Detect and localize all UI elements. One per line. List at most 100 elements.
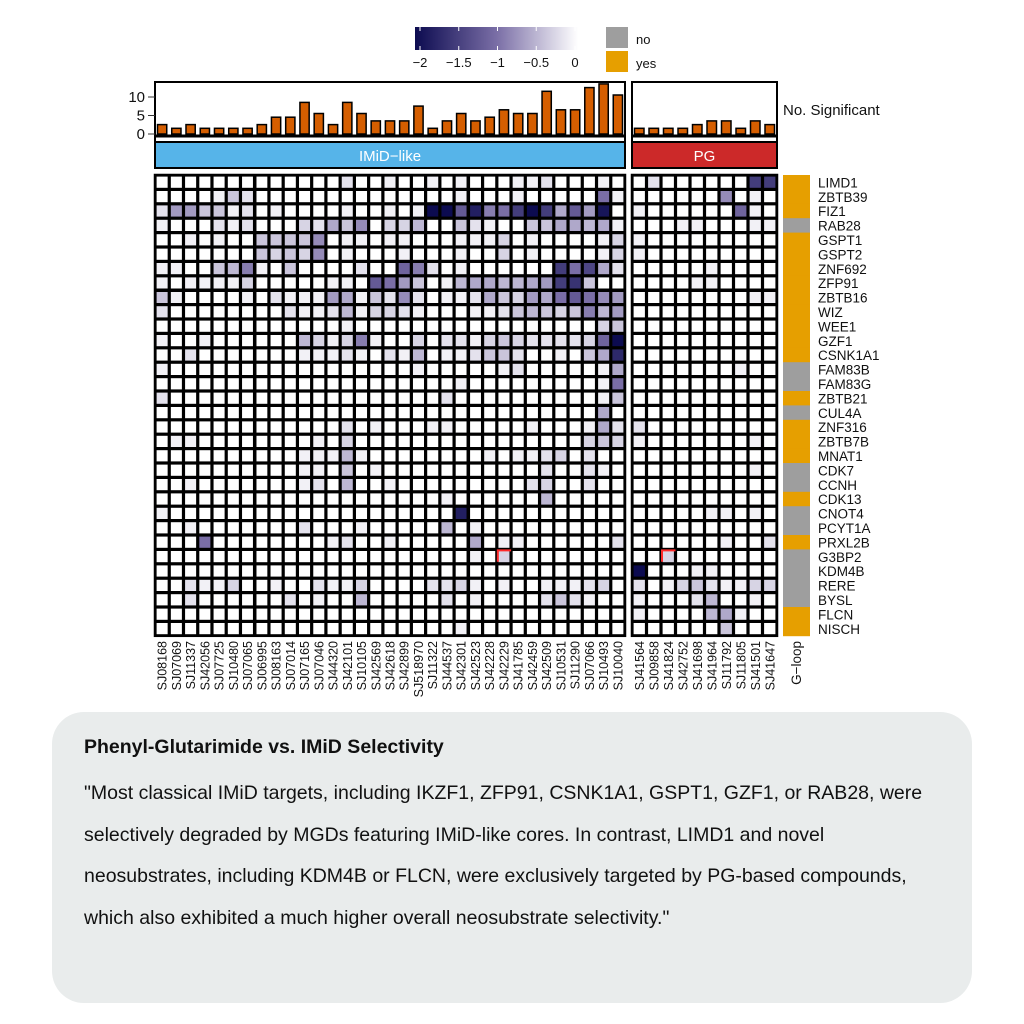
column-label-SJ09858: SJ09858 — [647, 641, 661, 690]
heatmap-cell — [496, 318, 512, 334]
heatmap-cell — [732, 534, 749, 550]
heatmap-cell — [581, 203, 598, 219]
bar-SJ09858 — [648, 127, 660, 135]
heatmap-cell — [425, 217, 441, 234]
heatmap-cell — [538, 188, 555, 205]
heatmap-cell — [311, 448, 327, 464]
heatmap-cell — [339, 448, 355, 464]
heatmap-cell — [168, 505, 185, 522]
heatmap-cell — [353, 433, 370, 450]
heatmap-cell — [154, 304, 170, 320]
heatmap-cell — [631, 260, 648, 277]
heatmap-cell — [718, 620, 735, 637]
heatmap-cell — [674, 275, 691, 291]
heatmap-cell — [325, 505, 341, 522]
heatmap-cell — [689, 174, 706, 190]
column-label-SJ11792: SJ11792 — [720, 641, 734, 689]
heatmap-cell — [268, 433, 284, 450]
heatmap-cell — [538, 519, 555, 536]
heatmap-cell — [467, 232, 484, 248]
heatmap-cell — [154, 203, 170, 219]
heatmap-cell — [718, 491, 735, 507]
column-label-SJ10531: SJ10531 — [554, 641, 568, 690]
heatmap-cell — [211, 577, 227, 594]
highlight-marker — [496, 549, 512, 562]
heatmap-cell — [410, 203, 427, 219]
heatmap-cell — [761, 563, 778, 579]
heatmap-cell — [425, 174, 441, 190]
heatmap-cell — [382, 591, 398, 608]
heatmap-cell — [610, 519, 626, 536]
heatmap-cell — [567, 591, 583, 608]
heatmap-cell — [425, 563, 441, 579]
heatmap-cell — [325, 577, 341, 594]
bar-SJ10105 — [356, 112, 367, 135]
heatmap-cell — [538, 433, 555, 450]
heatmap-cell — [268, 347, 284, 363]
heatmap-cell — [239, 318, 256, 334]
heatmap-cell — [453, 361, 469, 378]
heatmap-cell — [225, 577, 242, 594]
heatmap-cell — [481, 332, 498, 349]
heatmap-cell — [581, 519, 598, 536]
heatmap-cell — [225, 433, 242, 450]
heatmap-cell — [368, 548, 384, 565]
gloop-cell — [783, 333, 810, 349]
column-label-SJ42056: SJ42056 — [198, 641, 212, 690]
bar-SJ07065 — [242, 127, 253, 135]
gloop-cell — [783, 261, 810, 277]
heatmap-cell — [481, 577, 498, 594]
gloop-cell — [783, 549, 810, 565]
heatmap-cell — [239, 404, 256, 421]
gloop-cell — [783, 319, 810, 334]
heatmap-cell — [439, 361, 455, 378]
gloop-cell — [783, 275, 810, 291]
heatmap-cell — [225, 318, 242, 334]
heatmap-cell — [382, 332, 398, 349]
heatmap-cell — [282, 275, 299, 291]
heatmap-cell — [481, 188, 498, 205]
heatmap-cell — [382, 275, 398, 291]
heatmap-cell — [689, 376, 706, 392]
heatmap-cell — [538, 448, 555, 464]
row-label-RERE: RERE — [818, 579, 856, 594]
heatmap-cell — [254, 419, 270, 435]
gloop-cell — [783, 290, 810, 305]
row-label-BYSL: BYSL — [818, 593, 853, 608]
heatmap-cell — [410, 318, 427, 334]
heatmap-cell — [396, 462, 412, 478]
heatmap-cell — [553, 332, 569, 349]
heatmap-cell — [168, 620, 185, 637]
heatmap-cell — [703, 534, 720, 550]
heatmap-cell — [382, 174, 398, 190]
column-label-SJ11322: SJ11322 — [426, 641, 440, 689]
row-label-GZF1: GZF1 — [818, 334, 853, 349]
heatmap-cell — [645, 505, 662, 522]
heatmap-cell — [382, 390, 398, 406]
heatmap-cell — [282, 203, 299, 219]
heatmap-cell — [703, 505, 720, 522]
heatmap-cell — [410, 433, 427, 450]
heatmap-cell — [182, 304, 199, 320]
heatmap-cell — [396, 376, 412, 392]
heatmap-cell — [211, 304, 227, 320]
heatmap-cell — [496, 591, 512, 608]
group-strip-0 — [154, 141, 626, 169]
bar-SJ11322 — [427, 127, 439, 135]
bar-SJ11805 — [735, 127, 747, 135]
heatmap-cell — [645, 304, 662, 320]
heatmap-cell — [703, 448, 720, 464]
heatmap-cell — [660, 390, 677, 406]
heatmap-cell — [703, 419, 720, 435]
heatmap-cell — [524, 476, 541, 493]
heatmap-cell — [761, 390, 778, 406]
heatmap-cell — [510, 275, 526, 291]
heatmap-cell — [553, 203, 569, 219]
heatmap-cell — [610, 390, 626, 406]
column-label-SJ42618: SJ42618 — [384, 641, 398, 690]
heatmap-cell — [595, 289, 612, 306]
heatmap-cell — [538, 232, 555, 248]
heatmap-cell — [595, 505, 612, 522]
column-label-SJ10480: SJ10480 — [227, 641, 241, 690]
gloop-cell — [783, 247, 810, 262]
